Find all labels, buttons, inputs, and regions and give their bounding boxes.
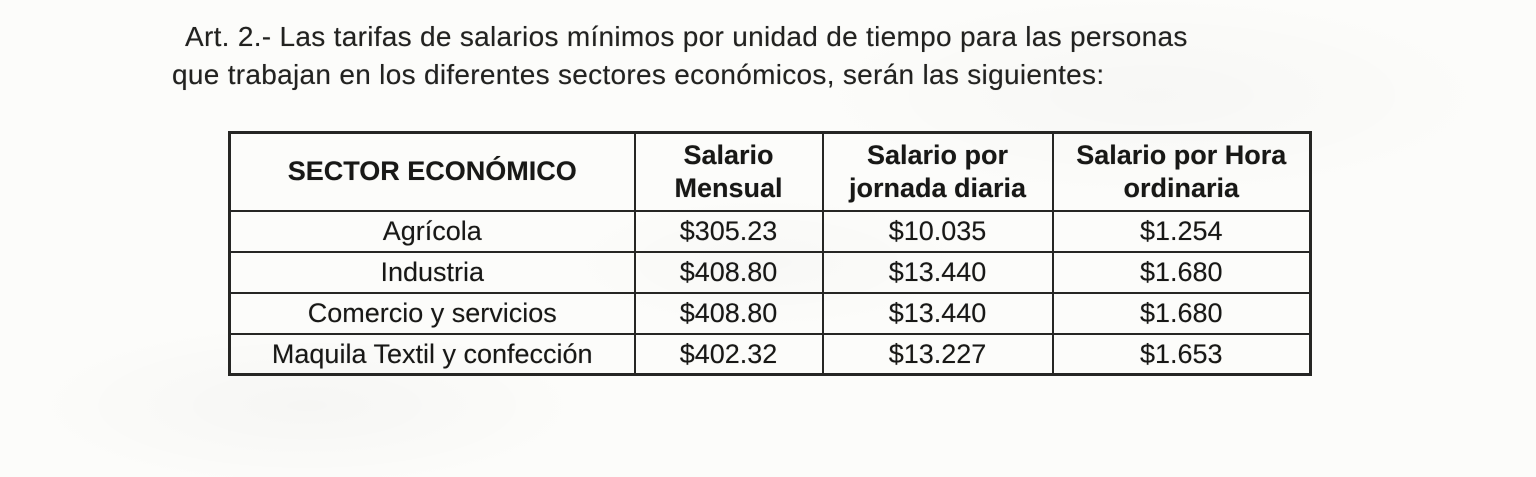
header-salario-jornada-diaria: Salario por jornada diaria bbox=[821, 131, 1054, 212]
table-row-industria: Industria $408.80 $13.440 $1.680 bbox=[228, 250, 1312, 294]
header-salario-mensual: Salario Mensual bbox=[633, 131, 824, 212]
cell-salario-jornada: $13.227 bbox=[821, 332, 1054, 376]
table-row-maquila-textil: Maquila Textil y confección $402.32 $13.… bbox=[228, 332, 1312, 376]
table-header-row: SECTOR ECONÓMICO Salario Mensual Salario… bbox=[228, 131, 1312, 212]
cell-sector: Maquila Textil y confección bbox=[228, 332, 636, 376]
cell-salario-hora: $1.680 bbox=[1051, 291, 1312, 335]
article-paragraph: Art. 2.- Las tarifas de salarios mínimos… bbox=[172, 21, 1188, 90]
header-sector-economico: SECTOR ECONÓMICO bbox=[228, 131, 636, 212]
cell-salario-jornada: $13.440 bbox=[821, 291, 1054, 335]
table-row-agricola: Agrícola $305.23 $10.035 $1.254 bbox=[228, 209, 1312, 253]
cell-sector: Comercio y servicios bbox=[228, 291, 636, 335]
cell-salario-mensual: $305.23 bbox=[633, 209, 824, 253]
cell-salario-mensual: $408.80 bbox=[633, 250, 824, 294]
cell-salario-mensual: $402.32 bbox=[633, 332, 824, 376]
salary-table: SECTOR ECONÓMICO Salario Mensual Salario… bbox=[228, 131, 1312, 376]
header-salario-hora-ordinaria: Salario por Hora ordinaria bbox=[1051, 131, 1312, 212]
cell-salario-hora: $1.680 bbox=[1051, 250, 1312, 294]
cell-salario-hora: $1.254 bbox=[1051, 209, 1312, 253]
cell-sector: Agrícola bbox=[228, 209, 636, 253]
cell-sector: Industria bbox=[228, 250, 636, 294]
cell-salario-mensual: $408.80 bbox=[633, 291, 824, 335]
cell-salario-hora: $1.653 bbox=[1051, 332, 1312, 376]
cell-salario-jornada: $13.440 bbox=[821, 250, 1054, 294]
cell-salario-jornada: $10.035 bbox=[821, 209, 1054, 253]
table-row-comercio-servicios: Comercio y servicios $408.80 $13.440 $1.… bbox=[228, 291, 1312, 335]
